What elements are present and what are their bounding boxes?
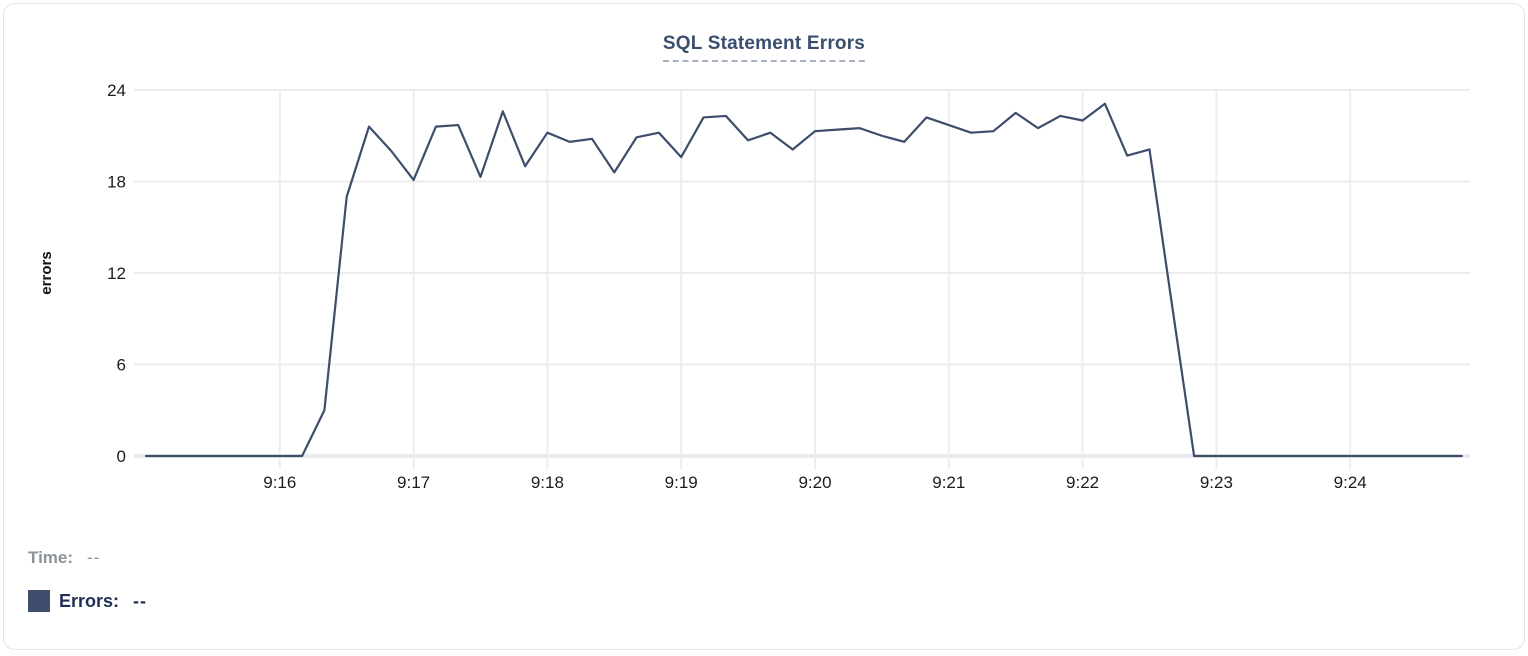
y-axis-title: errors bbox=[38, 251, 55, 294]
chart-card: SQL Statement Errors 0 6 12 18 24 9:16 9:17 9:1… bbox=[3, 3, 1525, 650]
y-tick-label: 6 bbox=[117, 356, 126, 375]
time-readout-label: Time: bbox=[28, 548, 74, 567]
x-tick-label: 9:24 bbox=[1334, 473, 1367, 492]
x-tick-label: 9:23 bbox=[1200, 473, 1233, 492]
y-tick-label: 12 bbox=[107, 264, 126, 283]
x-tick-label: 9:16 bbox=[263, 473, 296, 492]
y-tick-label: 24 bbox=[107, 81, 126, 100]
x-tick-label: 9:22 bbox=[1066, 473, 1099, 492]
x-tick-label: 9:17 bbox=[397, 473, 430, 492]
errors-legend: Errors: -- bbox=[28, 590, 147, 612]
y-tick-label: 18 bbox=[107, 173, 126, 192]
y-tick-label: 0 bbox=[117, 447, 126, 466]
x-tick-label: 9:20 bbox=[798, 473, 831, 492]
x-tick-label: 9:19 bbox=[665, 473, 698, 492]
x-tick-label: 9:21 bbox=[932, 473, 965, 492]
chart-canvas[interactable]: 0 6 12 18 24 9:16 9:17 9:18 9:19 9:20 9:21 9:22 9:23… bbox=[4, 4, 1528, 656]
time-readout: Time: -- bbox=[28, 548, 100, 568]
chart-title[interactable]: SQL Statement Errors bbox=[662, 33, 866, 62]
errors-legend-value: -- bbox=[133, 590, 148, 611]
time-readout-value: -- bbox=[87, 548, 101, 567]
errors-legend-swatch bbox=[28, 590, 50, 612]
x-tick-label: 9:18 bbox=[531, 473, 564, 492]
errors-legend-label: Errors: bbox=[59, 590, 120, 611]
series-line bbox=[144, 102, 1463, 458]
